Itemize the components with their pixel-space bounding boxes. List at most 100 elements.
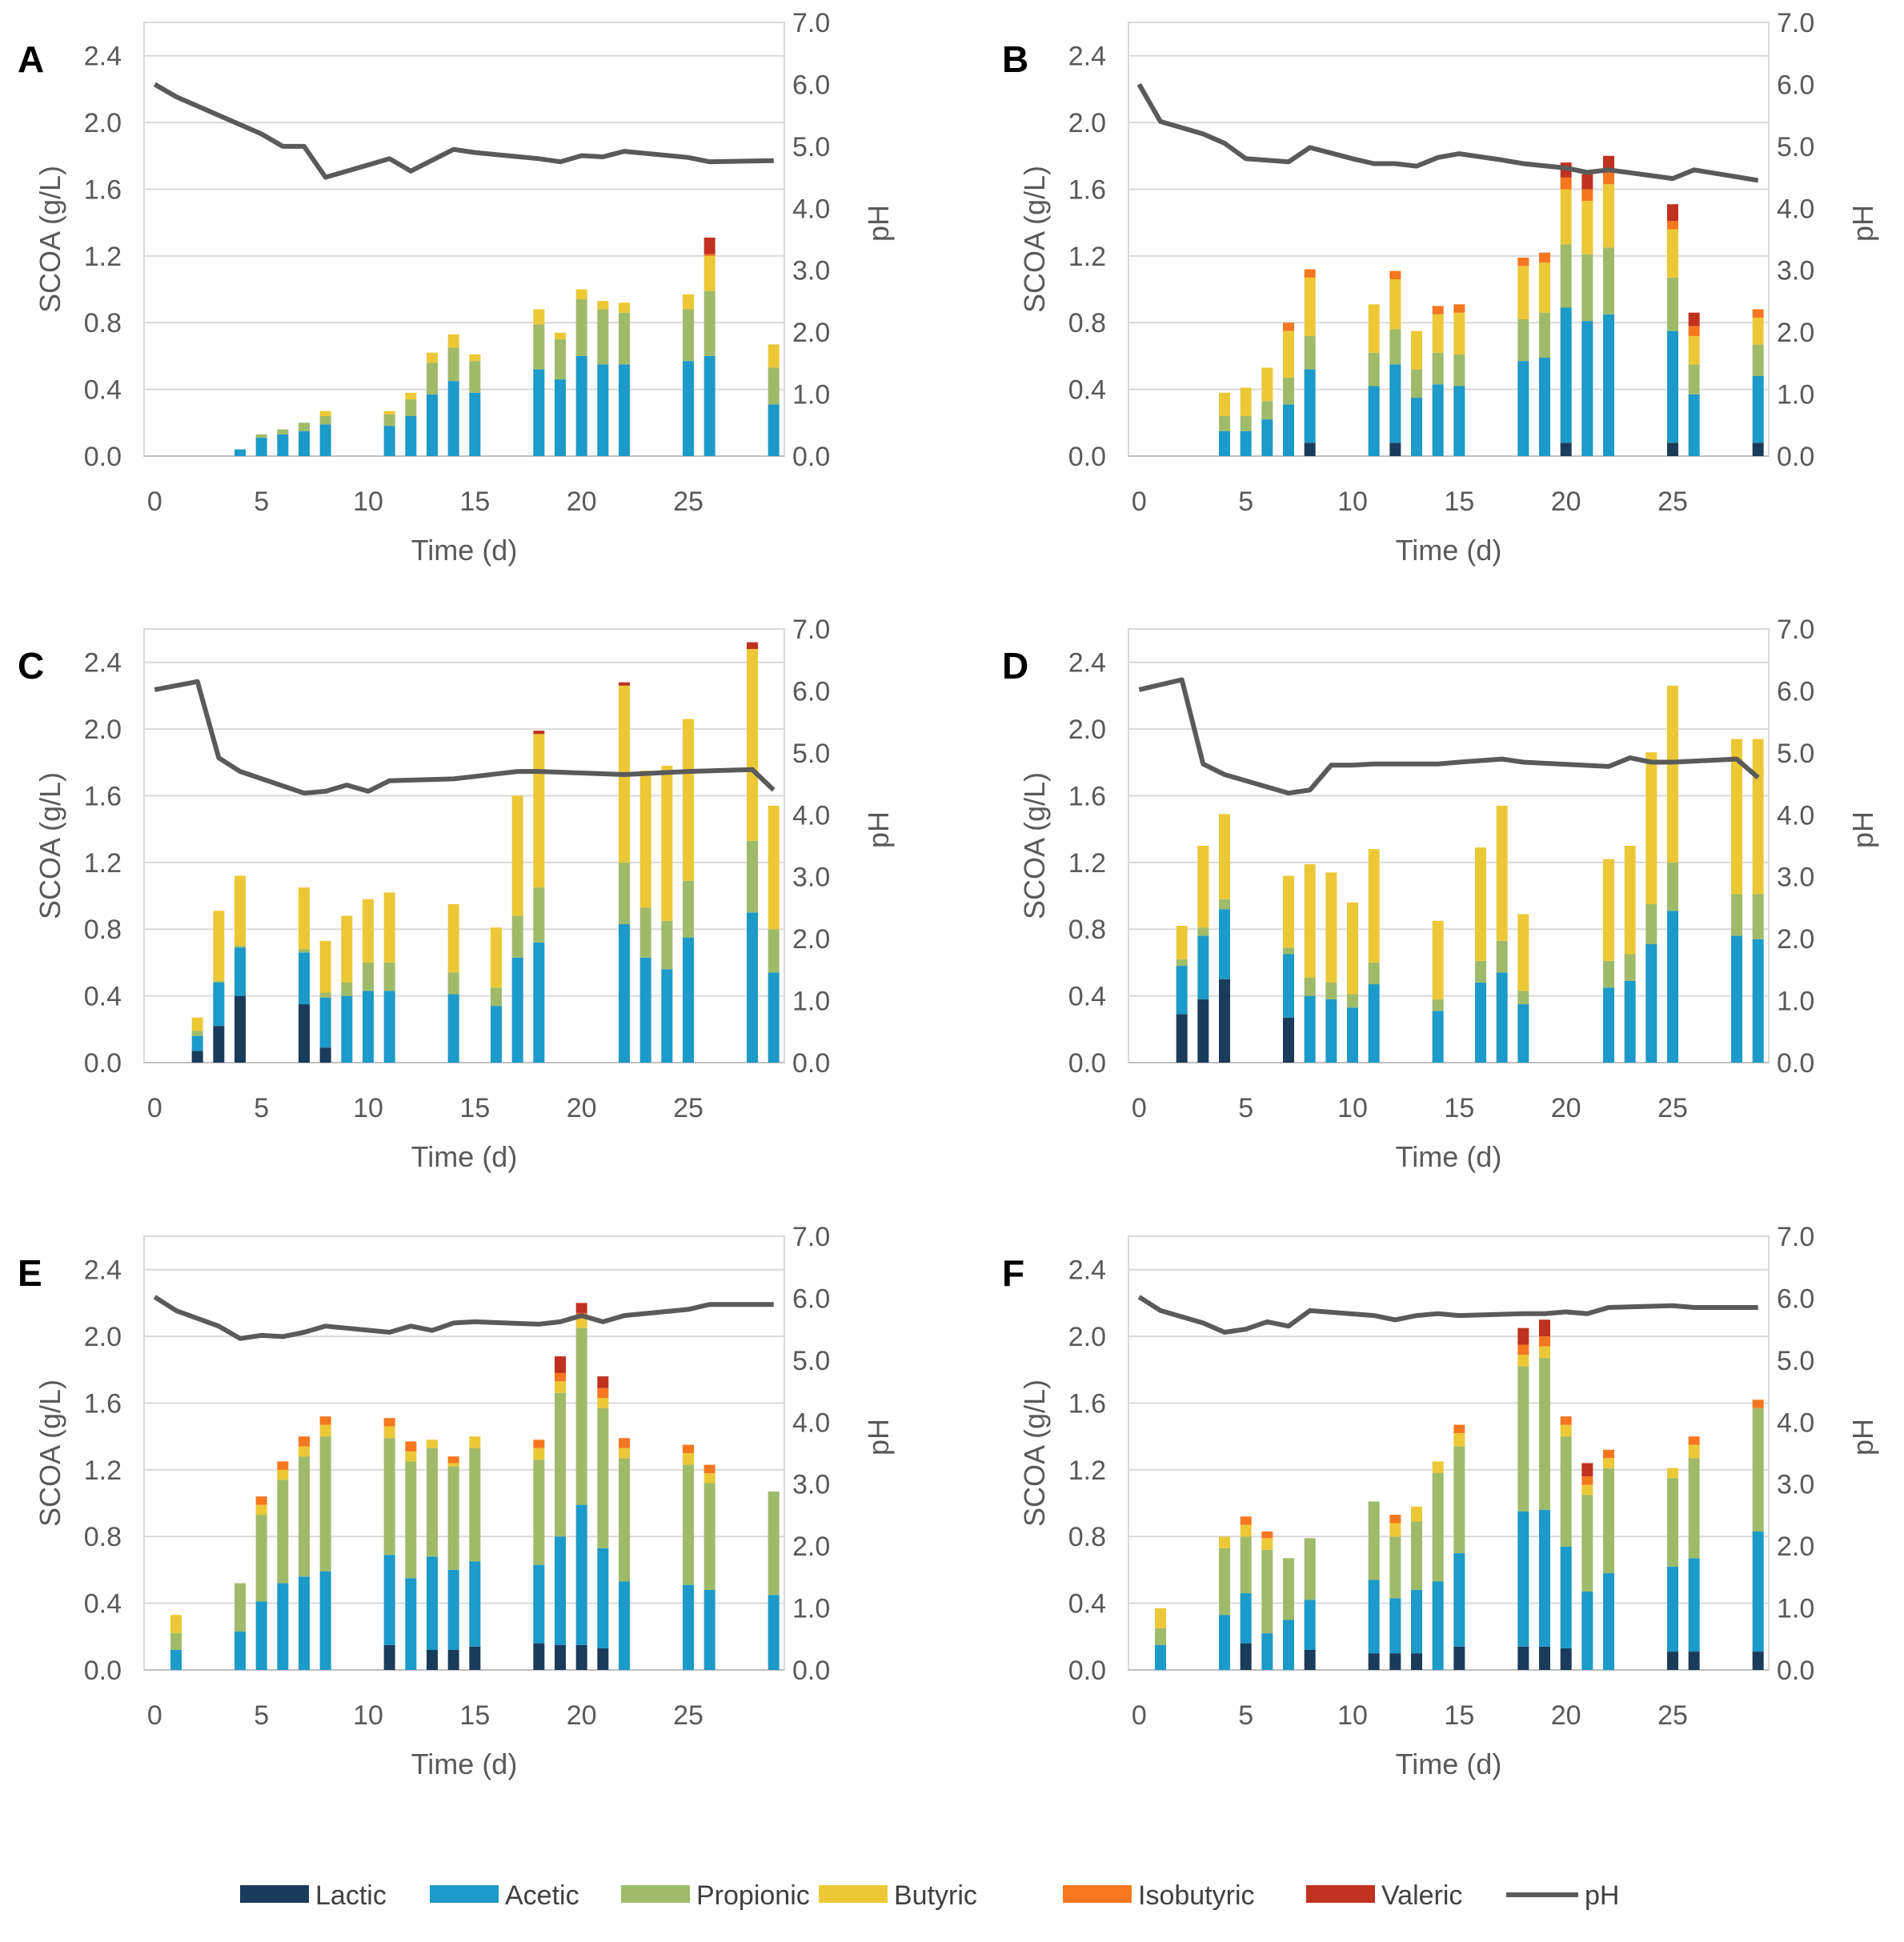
y2-axis-title: pH xyxy=(1846,1419,1879,1455)
bar-segment-butyric xyxy=(1325,872,1337,983)
y2-tick-label: 3.0 xyxy=(1777,256,1814,286)
bar-segment-acetic xyxy=(511,957,523,1063)
x-tick-label: 15 xyxy=(1444,1093,1474,1123)
bar-segment-acetic xyxy=(1560,307,1572,443)
bar-segment-butyric xyxy=(319,1424,331,1437)
bar-segment-isobutyric xyxy=(447,1456,459,1464)
x-tick-label: 5 xyxy=(254,1700,269,1731)
y2-tick-label: 5.0 xyxy=(792,1346,830,1376)
bar-segment-propionic xyxy=(1389,329,1401,365)
bar-segment-lactic xyxy=(1304,1649,1316,1670)
bar-segment-butyric xyxy=(1411,330,1422,370)
bar-segment-acetic xyxy=(383,991,395,1063)
bar-segment-propionic xyxy=(1432,1473,1444,1582)
bar-segment-valeric xyxy=(1667,204,1678,222)
bar-segment-isobutyric xyxy=(703,254,716,256)
bar-segment-propionic xyxy=(575,1327,587,1505)
bar-segment-butyric xyxy=(683,1453,694,1465)
bar-segment-propionic xyxy=(1496,940,1508,973)
bar-segment-acetic xyxy=(1539,358,1550,456)
bar-segment-isobutyric xyxy=(277,1461,289,1470)
bar-segment-propionic xyxy=(555,339,566,380)
bar-segment-butyric xyxy=(747,649,758,841)
bar-segment-propionic xyxy=(1240,415,1252,431)
y-tick-label: 1.2 xyxy=(1068,242,1106,272)
bar-segment-acetic xyxy=(703,1589,716,1670)
bar-segment-butyric xyxy=(619,302,630,313)
bar-segment-propionic xyxy=(703,290,716,356)
bar-segment-propionic xyxy=(255,434,267,438)
bar-segment-propionic xyxy=(683,1464,694,1585)
bar-segment-lactic xyxy=(1219,979,1230,1063)
y2-tick-label: 3.0 xyxy=(792,256,830,286)
bar-segment-propionic xyxy=(1389,1536,1401,1599)
bar-segment-acetic xyxy=(255,438,267,456)
bar-segment-propionic xyxy=(277,1480,289,1584)
ph-line xyxy=(153,82,774,180)
y2-tick-label: 1.0 xyxy=(1777,987,1814,1017)
y2-tick-label: 6.0 xyxy=(792,1283,830,1314)
bar-segment-butyric xyxy=(1560,189,1572,245)
x-tick-label: 10 xyxy=(353,1093,383,1123)
bar-segment-propionic xyxy=(1517,319,1529,362)
panel-b: 0.0 0.4 0.8 1.2 1.6 2.0 2.4 0.0 1.0 2.0 3.0 4.0 5.0 6… xyxy=(1002,8,1879,567)
y2-tick-label: 7.0 xyxy=(792,8,830,38)
bar-segment-propionic xyxy=(405,1461,417,1579)
bar-segment-butyric xyxy=(469,354,481,362)
bar-segment-acetic xyxy=(1368,386,1380,456)
bar-segment-lactic xyxy=(469,1646,481,1670)
bar-segment-isobutyric xyxy=(1389,1515,1401,1524)
panel-e: 0.0 0.4 0.8 1.2 1.6 2.0 2.4 0.0 1.0 2.0 3.0 4.0 5.0 6… xyxy=(18,1222,895,1780)
bar-segment-acetic xyxy=(1581,1592,1593,1670)
bar-segment-propionic xyxy=(768,367,780,405)
y-tick-label: 2.4 xyxy=(84,42,122,72)
bar-segment-butyric xyxy=(255,1504,267,1516)
bar-segment-acetic xyxy=(1240,1593,1252,1644)
bar-segment-valeric xyxy=(1688,312,1700,326)
y2-tick-label: 1.0 xyxy=(1777,1594,1814,1624)
y-tick-label: 2.4 xyxy=(84,648,122,679)
y-tick-label: 1.6 xyxy=(84,174,122,205)
bar-segment-butyric xyxy=(319,410,331,416)
bar-segment-butyric xyxy=(1581,201,1593,254)
bar-segment-butyric xyxy=(1283,330,1294,378)
bar-segment-acetic xyxy=(1688,394,1700,456)
bar-segment-propionic xyxy=(341,982,353,996)
bar-segment-lactic xyxy=(383,1644,395,1670)
bar-segment-butyric xyxy=(1624,846,1636,955)
bar-segment-acetic xyxy=(555,379,566,456)
bar-segment-butyric xyxy=(768,805,780,930)
bar-segment-propionic xyxy=(1517,1366,1529,1512)
bar-segment-propionic xyxy=(1219,899,1230,910)
bar-segment-butyric xyxy=(405,392,417,400)
bar-segment-propionic xyxy=(1581,254,1593,322)
bar-segment-acetic xyxy=(1411,1589,1422,1654)
bar-segment-propionic xyxy=(1645,903,1657,944)
legend-swatch-valeric xyxy=(1306,1885,1375,1903)
y-axis-title: SCOA (g/L) xyxy=(34,166,66,313)
bar-segment-acetic xyxy=(1347,1007,1358,1063)
y2-tick-label: 6.0 xyxy=(792,676,830,707)
bar-segment-butyric xyxy=(1219,392,1230,416)
y2-tick-label: 4.0 xyxy=(1777,194,1814,224)
bar-segment-propionic xyxy=(255,1515,267,1602)
bar-segment-propionic xyxy=(1752,894,1764,939)
bar-segment-butyric xyxy=(1176,926,1188,959)
bar-segment-acetic xyxy=(619,1581,630,1670)
bar-segment-lactic xyxy=(234,995,246,1063)
bar-segment-acetic xyxy=(1432,1581,1444,1670)
bar-segment-butyric xyxy=(533,1447,545,1460)
bar-segment-butyric xyxy=(1581,1484,1593,1496)
y-axis-title: SCOA (g/L) xyxy=(1018,772,1051,919)
bar-segment-acetic xyxy=(683,361,694,456)
bar-segment-acetic xyxy=(1368,1580,1380,1654)
y-axis-title: SCOA (g/L) xyxy=(1018,1379,1051,1527)
bar-segment-acetic xyxy=(1368,984,1380,1063)
panel-letter: E xyxy=(18,1252,42,1294)
bar-segment-acetic xyxy=(491,1006,502,1063)
bar-segment-isobutyric xyxy=(619,1438,630,1448)
bar-segment-propionic xyxy=(1304,335,1316,370)
bar-segment-propionic xyxy=(575,299,587,356)
bar-segment-butyric xyxy=(1261,1538,1273,1550)
bar-segment-butyric xyxy=(703,255,716,291)
